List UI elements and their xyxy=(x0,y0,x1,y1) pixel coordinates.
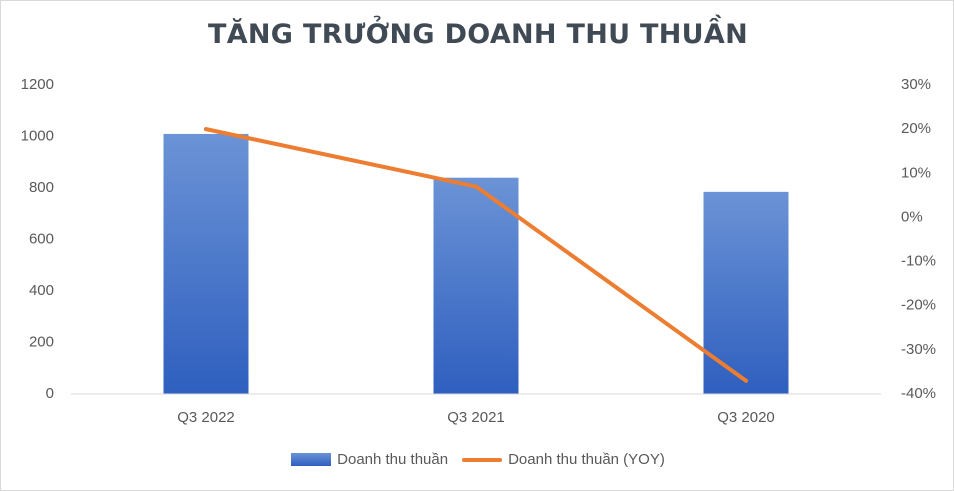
y-left-tick-label: 600 xyxy=(29,230,54,247)
yoy-point[interactable] xyxy=(474,184,478,189)
bar-q3-2022[interactable] xyxy=(163,133,249,395)
y-right-tick-label: 0% xyxy=(901,208,923,225)
legend-label-revenue: Doanh thu thuần xyxy=(337,451,449,468)
legend-label-yoy: Doanh thu thuần (YOY) xyxy=(508,451,665,468)
y-left-tick-label: 0 xyxy=(46,385,54,402)
y-left-tick-label: 1000 xyxy=(21,127,54,144)
y-right-tick-label: -10% xyxy=(901,253,936,270)
y-right-tick-label: 20% xyxy=(901,120,931,137)
yoy-point[interactable] xyxy=(744,378,748,383)
chart-title: TĂNG TRƯỞNG DOANH THU THUẦN xyxy=(208,19,748,50)
legend-swatch-bar xyxy=(291,453,332,466)
y-right-tick-label: -30% xyxy=(901,341,936,358)
legend-item-yoy[interactable]: Doanh thu thuần (YOY) xyxy=(462,451,665,468)
yoy-point[interactable] xyxy=(204,127,208,132)
legend-swatch-line xyxy=(462,457,503,462)
y-right-tick-label: -20% xyxy=(901,297,936,314)
y-right-tick-label: 30% xyxy=(901,76,931,93)
y-right-tick-label: 10% xyxy=(901,164,931,181)
y-right-tick-label: -40% xyxy=(901,385,936,402)
y-left-tick-label: 400 xyxy=(29,282,54,299)
y-left-tick-label: 200 xyxy=(29,333,54,350)
x-tick-label: Q3 2022 xyxy=(177,409,235,426)
x-tick-label: Q3 2021 xyxy=(447,409,505,426)
legend-item-revenue[interactable]: Doanh thu thuần xyxy=(291,451,448,468)
bar-q3-2020[interactable] xyxy=(703,191,789,394)
legend: Doanh thu thuần Doanh thu thuần (YOY) xyxy=(1,451,953,468)
bar-q3-2021[interactable] xyxy=(433,177,519,394)
x-tick-label: Q3 2020 xyxy=(717,409,775,426)
y-left-tick-label: 800 xyxy=(29,179,54,196)
y-left-tick-label: 1200 xyxy=(21,76,54,93)
